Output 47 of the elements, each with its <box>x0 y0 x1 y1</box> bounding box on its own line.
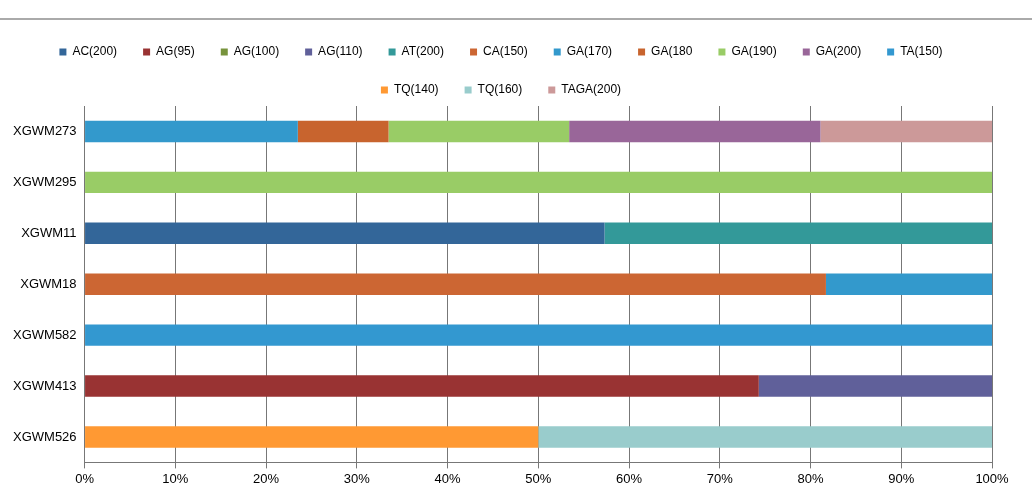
legend-label: AG(95) <box>156 44 195 59</box>
x-tick-label: 40% <box>434 470 461 486</box>
legend-label: CA(150) <box>483 44 528 59</box>
legend-label: GA(180 <box>651 44 693 59</box>
bar <box>85 426 539 448</box>
x-tick-label: 50% <box>525 470 552 486</box>
x-tick-label: 90% <box>888 470 915 486</box>
y-tick-label: XGWM413 <box>12 377 77 393</box>
y-tick-label: XGWM295 <box>12 173 77 189</box>
bar <box>820 120 992 143</box>
y-tick-label: XGWM11 <box>21 224 77 240</box>
x-tick-label: 20% <box>253 470 280 486</box>
x-tick-label: 10% <box>162 470 189 486</box>
legend-label: GA(190) <box>731 44 777 59</box>
x-tick-label: 30% <box>343 470 371 486</box>
legend-label: GA(200) <box>815 44 862 59</box>
bar <box>538 426 992 448</box>
legend-label: TQ(160) <box>477 82 523 97</box>
bar <box>85 120 298 143</box>
legend-label: TQ(140) <box>393 82 439 97</box>
legend-label: AC(200) <box>72 44 118 59</box>
y-tick-label: XGWM18 <box>20 275 77 291</box>
x-tick-label: 60% <box>616 470 643 486</box>
x-tick-label: 80% <box>797 470 824 486</box>
legend-label: AT(200) <box>401 44 445 59</box>
bar <box>85 171 992 194</box>
bar <box>604 222 992 244</box>
legend-label: GA(170) <box>566 44 613 59</box>
bar <box>388 120 570 143</box>
bar <box>825 273 992 295</box>
legend-label: TAGA(200) <box>561 82 622 97</box>
bar <box>85 375 759 397</box>
x-tick-label: 70% <box>706 470 734 486</box>
y-tick-label: XGWM582 <box>12 326 77 342</box>
bar <box>569 120 821 143</box>
y-tick-label: XGWM273 <box>12 123 77 139</box>
legend-label: AG(100) <box>233 44 280 59</box>
x-tick-label: 100% <box>975 470 1010 486</box>
bar <box>85 222 605 244</box>
legend-label: TA(150) <box>900 44 943 59</box>
x-tick-label: 0% <box>75 470 95 486</box>
bar <box>297 120 389 143</box>
bar <box>85 324 992 346</box>
bar <box>85 273 826 295</box>
bar <box>758 375 992 397</box>
y-tick-label: XGWM526 <box>12 428 77 444</box>
legend-label: AG(110) <box>318 44 363 59</box>
